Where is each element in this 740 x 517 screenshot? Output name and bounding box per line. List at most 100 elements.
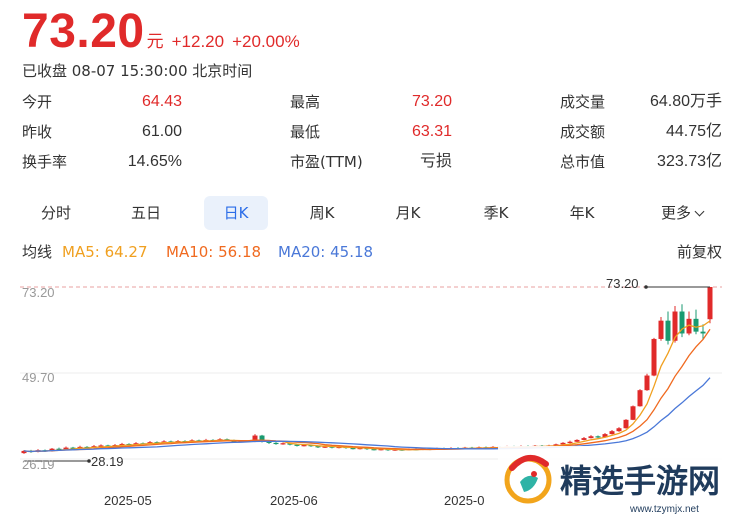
stat-label: 换手率 [22,153,68,171]
x-axis-label: 2025-06 [270,493,318,508]
chevron-down-icon [694,206,705,217]
candle-body [581,438,587,440]
stat-value: 亏损 [419,153,452,170]
x-axis-label: 2025-05 [104,493,152,508]
stat-label: 最高 [290,93,321,111]
watermark-url: www.tzymjx.net [629,504,699,515]
candle-body [378,449,384,451]
ma-lines-layer [23,285,711,463]
stat-value: 63.31 [411,123,452,140]
ma10-value: MA10: 56.18 [166,243,262,261]
period-tabs: 分时 五日 日K 周K 月K 季K 年K 更多 [22,196,722,230]
tab-daily-k[interactable]: 日K [204,196,268,230]
stat-low: 最低 63.31 [290,122,452,142]
stat-label: 昨收 [22,123,53,141]
candle-body [588,436,594,439]
candle-body [658,320,664,339]
stat-label: 成交量 [560,93,606,111]
stat-label: 总市值 [560,153,606,171]
candle-body [119,443,125,446]
stat-label: 市盈(TTM) [290,153,363,171]
candle-body [637,390,643,407]
candle-body [693,318,699,332]
candles-layer [21,287,713,454]
candle-body [70,447,76,449]
candle-body [595,436,601,438]
candle-body [630,406,636,420]
candle-body [560,442,566,445]
watermark-logo-icon [504,455,552,504]
stat-label: 今开 [22,93,53,111]
candle-body [567,441,573,443]
candle-body [287,443,293,445]
candle-body [294,444,300,446]
candle-body [266,441,272,443]
max-price-marker: 73.20 [606,276,639,291]
candle-body [553,444,559,446]
tab-intraday[interactable]: 分时 [40,204,71,222]
candle-body [623,419,629,429]
axis-labels-layer: 73.20 49.70 26.19 2025-05 2025-06 2025-0… [22,276,639,508]
candle-body [672,311,678,341]
tab-monthly-k[interactable]: 月K [395,204,421,222]
stat-value: 64.43 [141,93,182,110]
candle-body [665,320,671,341]
stat-volume: 成交量 64.80万手 [560,92,722,112]
max-marker-dot [644,285,648,289]
candle-body [609,431,615,435]
last-price: 73.20 [22,5,145,58]
candle-body [602,434,608,438]
y-axis-label-mid: 49.70 [22,370,55,385]
watermark-brand: 精选手游网 [560,462,720,500]
tab-quarterly-k[interactable]: 季K [483,204,509,222]
candle-body [238,440,244,443]
tab-yearly-k[interactable]: 年K [569,204,595,222]
candle-body [315,446,321,448]
kline-chart[interactable]: 73.20 49.70 26.19 2025-05 2025-06 2025-0… [0,272,740,517]
candle-body [616,428,622,432]
tab-more-label: 更多 [660,204,691,222]
moving-average-legend: 均线 MA5: 64.27 MA10: 56.18 MA20: 45.18 前复… [22,242,722,262]
stat-value: 64.80万手 [649,93,722,110]
stat-label: 成交额 [560,123,606,141]
stat-prev-close: 昨收 61.00 [22,122,182,142]
stat-turnover-rate: 换手率 14.65% [22,152,182,172]
stat-market-cap: 总市值 323.73亿 [560,152,722,172]
candle-body [259,435,265,442]
x-axis-label: 2025-0 [444,493,484,508]
stat-value: 61.00 [141,123,182,140]
candle-body [350,447,356,450]
candle-body [301,445,307,447]
chart-grid [20,286,722,460]
candle-body [308,445,314,447]
candle-body [133,443,139,445]
candle-body [679,311,685,334]
candle-body [63,447,69,450]
stat-value: 73.20 [411,93,452,110]
tab-weekly-k[interactable]: 周K [309,204,335,222]
stat-label: 最低 [290,123,321,141]
stat-high: 最高 73.20 [290,92,452,112]
candle-body [357,447,363,450]
stat-open: 今开 64.43 [22,92,182,112]
y-axis-label-bottom: 26.19 [22,457,55,472]
candle-body [280,443,286,445]
candle-body [56,448,62,450]
price-change: +12.20 [171,32,225,51]
market-status: 已收盘 08-07 15:30:00 北京时间 [22,62,253,80]
ma5-line [23,320,711,453]
y-axis-label-top: 73.20 [22,285,55,300]
price-change-percent: +20.00% [232,32,300,51]
ma20-line [23,377,711,453]
ma5-value: MA5: 64.27 [62,243,148,261]
adjust-mode-button[interactable]: 前复权 [676,243,722,261]
candle-body [651,338,657,376]
stat-value: 14.65% [127,153,182,170]
tab-five-day[interactable]: 五日 [130,204,161,222]
stat-pe-ttm: 市盈(TTM) 亏损 [290,152,452,172]
tab-more[interactable]: 更多 [642,196,722,230]
ma20-value: MA20: 45.18 [278,243,374,261]
candle-body [700,331,706,334]
candle-body [273,442,279,445]
min-price-marker: 28.19 [91,454,124,469]
